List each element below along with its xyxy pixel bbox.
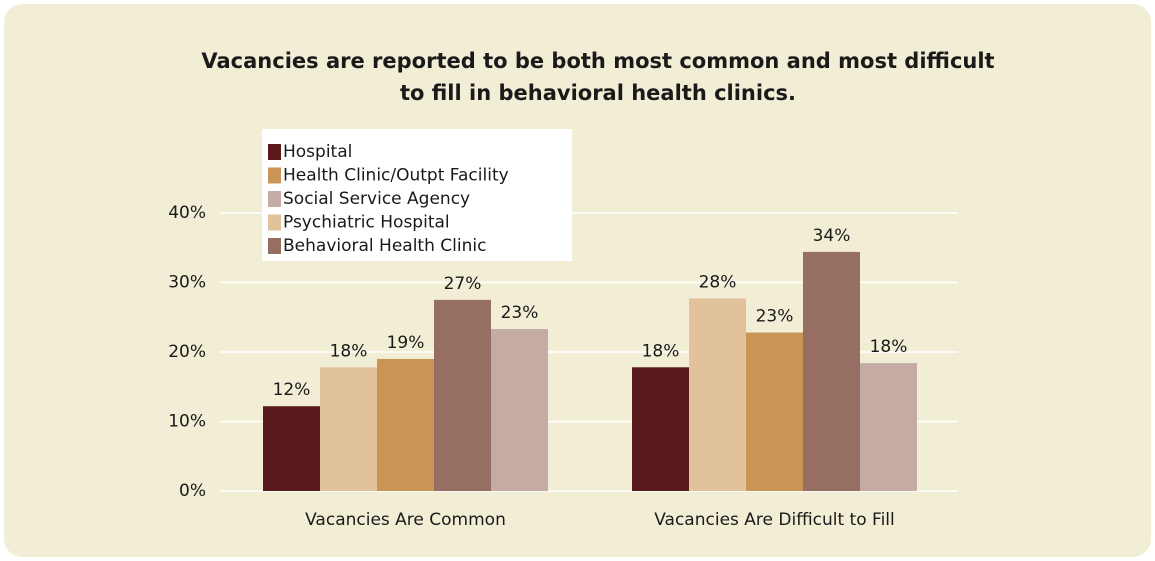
- value-label: 12%: [273, 380, 311, 400]
- legend-swatch: [268, 144, 281, 160]
- legend-box: [262, 129, 572, 261]
- bar: [689, 298, 746, 491]
- bar: [491, 329, 548, 491]
- chart-title: Vacancies are reported to be both most c…: [201, 49, 994, 73]
- bar: [746, 332, 803, 491]
- value-label: 23%: [756, 307, 794, 327]
- x-tick-label: Vacancies Are Difficult to Fill: [654, 510, 895, 530]
- legend-swatch: [268, 191, 281, 207]
- legend-swatch: [268, 214, 281, 231]
- y-tick-label: 10%: [168, 412, 206, 432]
- bar: [803, 251, 860, 491]
- y-tick-label: 40%: [168, 203, 206, 223]
- bar: [377, 358, 434, 491]
- bar: [860, 363, 917, 491]
- legend-label: Social Service Agency: [283, 189, 470, 209]
- legend-label: Behavioral Health Clinic: [283, 236, 486, 256]
- value-label: 27%: [444, 274, 482, 294]
- y-tick-label: 0%: [179, 481, 206, 501]
- value-label: 18%: [642, 341, 680, 361]
- legend-swatch: [268, 238, 281, 254]
- y-tick-label: 20%: [168, 342, 206, 362]
- value-label: 18%: [870, 337, 908, 357]
- value-label: 19%: [387, 333, 425, 353]
- value-label: 28%: [699, 272, 737, 292]
- value-label: 23%: [501, 303, 539, 323]
- bar: [263, 406, 320, 491]
- value-label: 34%: [813, 226, 851, 246]
- legend-label: Hospital: [283, 142, 352, 162]
- bar: [632, 367, 689, 491]
- legend-label: Psychiatric Hospital: [283, 213, 450, 233]
- legend-swatch: [268, 167, 281, 184]
- y-tick-label: 30%: [168, 273, 206, 293]
- legend-label: Health Clinic/Outpt Facility: [283, 166, 509, 186]
- x-tick-label: Vacancies Are Common: [305, 510, 506, 530]
- bar: [320, 367, 377, 491]
- bar: [434, 299, 491, 491]
- chart-title: to fill in behavioral health clinics.: [400, 81, 796, 105]
- value-label: 18%: [330, 341, 368, 361]
